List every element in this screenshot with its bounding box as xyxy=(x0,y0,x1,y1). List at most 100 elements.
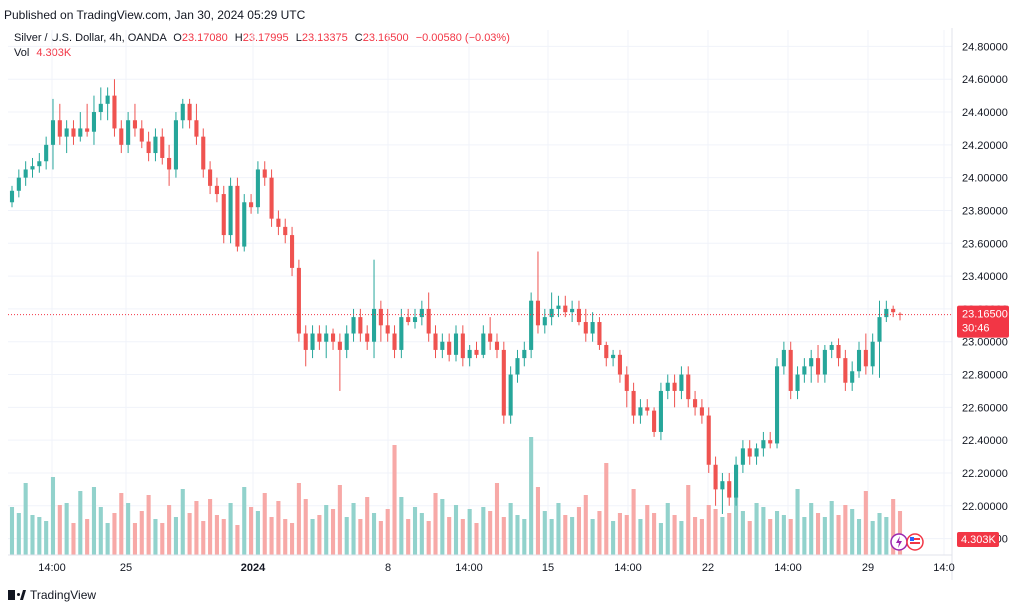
price-axis: 24.80000 24.60000 24.40000 24.20000 24.00000… xyxy=(962,41,1008,545)
volume-bar xyxy=(71,523,76,555)
volume-bar xyxy=(727,513,732,555)
volume-bar xyxy=(23,483,28,555)
volume-bar xyxy=(720,517,725,555)
candle-body xyxy=(23,169,28,178)
candle-body xyxy=(255,169,260,208)
candle-body xyxy=(71,128,76,137)
candle-body xyxy=(119,128,124,145)
candle-body xyxy=(549,308,554,318)
candle-body xyxy=(167,157,172,170)
volume-bar xyxy=(64,503,69,555)
candle-body xyxy=(9,190,15,203)
candle-body xyxy=(139,128,144,142)
candle-body xyxy=(850,371,855,383)
volume-bar xyxy=(371,513,377,555)
volume-bar xyxy=(160,523,165,555)
volume-bar xyxy=(269,517,274,555)
candle-body xyxy=(542,317,547,326)
candle-body xyxy=(843,358,848,383)
candle-body xyxy=(494,341,500,350)
candle-body xyxy=(706,415,711,465)
candle-body xyxy=(365,333,370,342)
candle-body xyxy=(768,440,773,444)
candle-body xyxy=(522,349,527,359)
volume-bar xyxy=(645,505,650,555)
volume-bar xyxy=(385,509,390,555)
high-label: H xyxy=(234,32,243,44)
candle-body xyxy=(488,333,493,342)
candle-body xyxy=(269,177,274,219)
candle-body xyxy=(242,202,247,247)
candle-body xyxy=(754,448,759,457)
candle-body xyxy=(870,341,875,367)
volume-bar xyxy=(699,519,704,555)
candle-body xyxy=(419,308,424,318)
volume-bar xyxy=(474,523,479,555)
volume-bar xyxy=(624,515,629,555)
volume-bar xyxy=(337,485,342,555)
candle-body xyxy=(105,95,110,104)
volume-bar xyxy=(467,509,472,555)
candles xyxy=(9,79,903,514)
volume-bar xyxy=(303,499,308,555)
candle-body xyxy=(774,366,780,444)
price-tick-label: 23.60000 xyxy=(962,238,1008,250)
indicator-icons xyxy=(890,533,924,551)
candle-body xyxy=(296,267,301,334)
candle-body xyxy=(563,305,568,313)
candle-body xyxy=(863,349,868,367)
volume-bar xyxy=(508,503,513,555)
candle-body xyxy=(781,349,786,367)
volume-bar xyxy=(802,517,807,555)
volume-bar xyxy=(112,513,117,555)
volume-bar xyxy=(283,519,288,555)
volume-bar xyxy=(44,521,49,555)
candle-body xyxy=(652,410,657,432)
volume-bar xyxy=(665,503,670,555)
volume-bar xyxy=(91,487,97,555)
volume-bar xyxy=(167,505,172,555)
candle-body xyxy=(235,185,240,247)
candle-body xyxy=(815,358,821,375)
price-tick-label: 24.80000 xyxy=(962,41,1008,53)
candle-body xyxy=(57,120,62,137)
candle-body xyxy=(214,185,219,195)
candle-body xyxy=(788,349,793,391)
candle-body xyxy=(201,136,206,170)
volume-bar xyxy=(406,519,411,555)
volume-bar xyxy=(426,521,431,555)
volume-bar xyxy=(351,503,356,555)
price-tick-label: 24.00000 xyxy=(962,173,1008,185)
volume-bar xyxy=(713,509,718,555)
candle-body xyxy=(631,390,636,416)
candle-body xyxy=(173,120,178,170)
time-tick-label: 29 xyxy=(862,562,874,574)
volume-bar xyxy=(126,503,131,555)
candle-body xyxy=(556,305,561,309)
volume-bar xyxy=(460,519,465,555)
price-tag-box xyxy=(957,305,1009,338)
candle-body xyxy=(378,308,383,326)
published-caption: Published on TradingView.com, Jan 30, 20… xyxy=(4,8,306,22)
volume-bar xyxy=(98,507,103,555)
volume-bar xyxy=(358,519,363,555)
candle-body xyxy=(371,308,377,342)
volume-bar xyxy=(563,515,568,555)
volume-bar xyxy=(242,487,247,555)
candle-body xyxy=(809,358,814,367)
low-value: 23.13375 xyxy=(301,32,348,44)
footer-brand[interactable]: TradingView xyxy=(8,588,96,602)
volume-bar xyxy=(583,495,588,555)
time-tick-label: 14:00 xyxy=(614,562,642,574)
volume-bar xyxy=(119,493,124,555)
candle-body xyxy=(194,120,199,137)
volume-bar xyxy=(884,517,889,555)
volume-bar xyxy=(897,511,903,555)
candle-body xyxy=(501,349,506,416)
candle-body xyxy=(324,333,329,342)
price-tick-label: 22.60000 xyxy=(962,402,1008,414)
volume-bar xyxy=(522,519,527,555)
candle-body xyxy=(795,374,800,391)
candle-body xyxy=(590,322,595,334)
